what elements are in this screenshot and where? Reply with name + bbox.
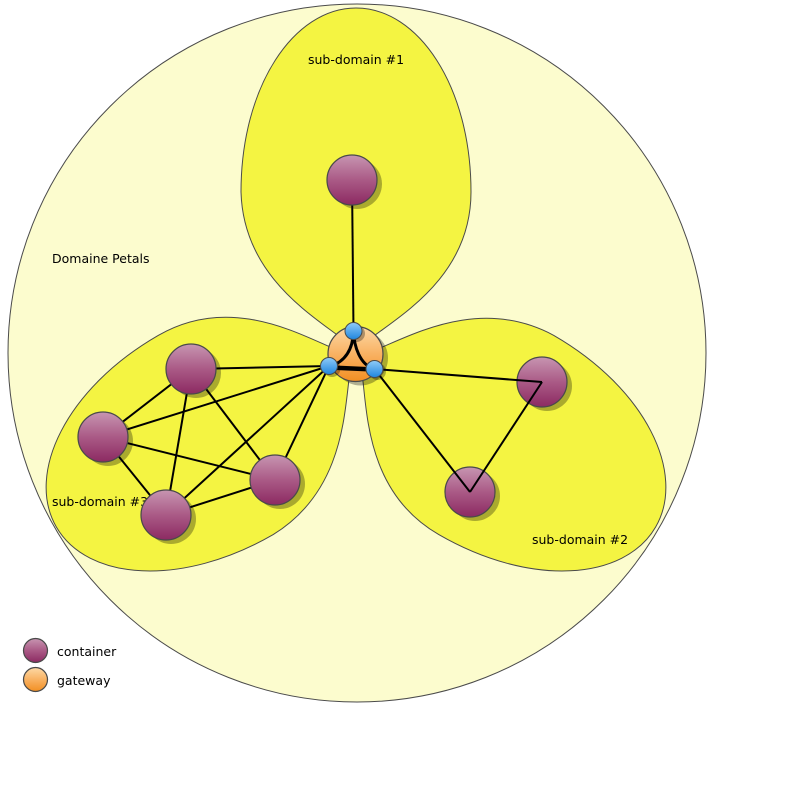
container-node-b (77, 411, 129, 463)
edge-b-pl (102, 365, 330, 438)
domain-label: Domaine Petals (52, 251, 150, 266)
edge-b-d (102, 436, 276, 481)
edge-pr-e (374, 368, 543, 383)
gateway-port-top (344, 322, 363, 340)
subdomain-2-label: sub-domain #2 (532, 532, 628, 547)
edge-f-pr (373, 368, 471, 493)
legend-gateway-label: gateway (57, 673, 111, 688)
petal-subdomain-2 (354, 317, 667, 572)
subdomain-3-label: sub-domain #3 (52, 494, 148, 509)
containers-back-layer (77, 154, 382, 544)
gateway-port-right (365, 360, 384, 378)
container-node-a (165, 343, 217, 395)
container-node-d (249, 454, 301, 506)
gateway-ports-layer (320, 322, 386, 380)
petal-subdomain-3 (45, 316, 358, 572)
container-node-c1 (326, 154, 378, 206)
edge-e-f (469, 381, 543, 493)
legend-container-label: container (57, 644, 117, 659)
container-node-c (140, 489, 192, 541)
edge-c-pl (165, 365, 330, 516)
subdomain-1-label: sub-domain #1 (308, 52, 404, 67)
legend-container-swatch (22, 637, 49, 664)
legend: container gateway (22, 637, 117, 693)
gateway-port-left (320, 357, 338, 375)
edges-over-layer (373, 368, 543, 493)
legend-gateway-swatch (22, 666, 49, 693)
